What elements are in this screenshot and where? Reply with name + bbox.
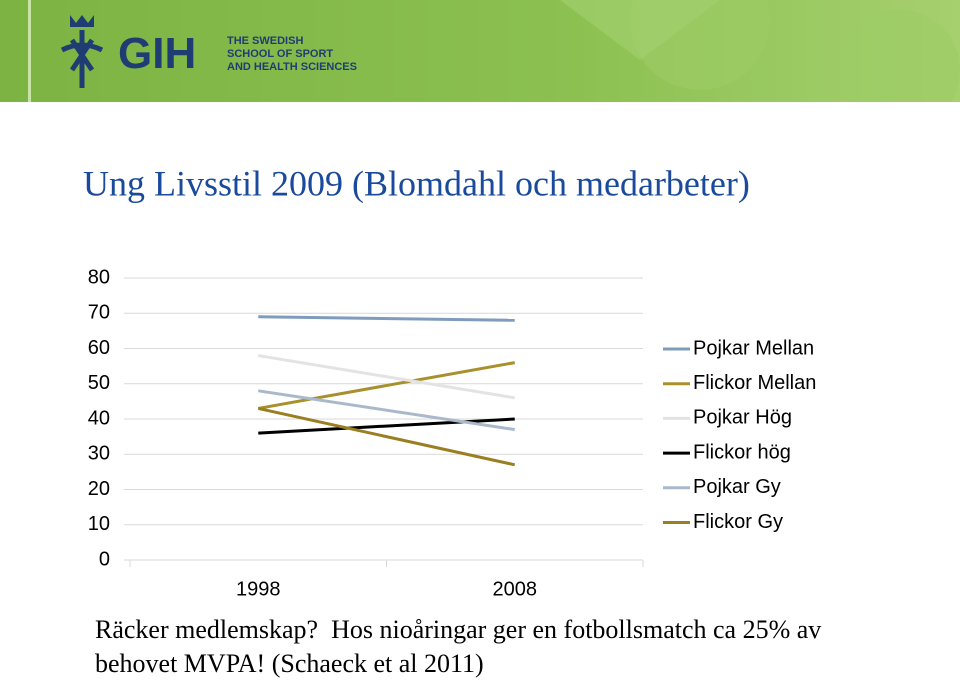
legend-label: Pojkar Gy: [693, 476, 781, 498]
logo: GIH: [118, 29, 196, 78]
series-line: [257, 361, 516, 410]
legend-label: Flickor Mellan: [693, 372, 816, 394]
legend-label: Flickor hög: [693, 441, 791, 463]
y-tick-label: 60: [88, 337, 110, 359]
decor: [840, 10, 960, 130]
header-banner: GIH THE SWEDISH SCHOOL OF SPORT AND HEAL…: [0, 0, 960, 130]
caption: Räcker medlemskap? Hos nioåringar ger en…: [95, 615, 828, 678]
legend-label: Flickor Gy: [693, 511, 783, 533]
y-tick-label: 0: [99, 548, 110, 570]
series-line: [258, 417, 515, 435]
y-tick-label: 80: [88, 266, 110, 288]
divider: [28, 0, 31, 102]
y-tick-label: 70: [88, 302, 110, 324]
header-art: GIH THE SWEDISH SCHOOL OF SPORT AND HEAL…: [28, 0, 960, 130]
y-tick-label: 40: [88, 407, 110, 429]
x-tick-label: 1998: [236, 578, 281, 600]
legend-label: Pojkar Hög: [693, 407, 792, 429]
decor: [560, 0, 720, 60]
chart: Ung Livsstil 2009 (Blomdahl och medarbet…: [83, 163, 816, 600]
x-tick-label: 2008: [493, 578, 538, 600]
y-tick-label: 50: [88, 372, 110, 394]
y-tick-label: 30: [88, 443, 110, 465]
emblem: [60, 30, 104, 88]
tagline: SCHOOL OF SPORT: [227, 48, 333, 60]
series-line: [257, 406, 516, 467]
crown: [70, 15, 94, 27]
tagline: AND HEALTH SCIENCES: [227, 61, 357, 73]
y-tick-label: 20: [88, 478, 110, 500]
series-line: [258, 315, 515, 322]
series-line: [258, 354, 515, 400]
legend-label: Pojkar Mellan: [693, 337, 814, 359]
tagline: THE SWEDISH: [227, 35, 303, 47]
y-tick-label: 10: [88, 513, 110, 535]
chart-title: Ung Livsstil 2009 (Blomdahl och medarbet…: [83, 163, 750, 203]
series-line: [258, 389, 515, 432]
